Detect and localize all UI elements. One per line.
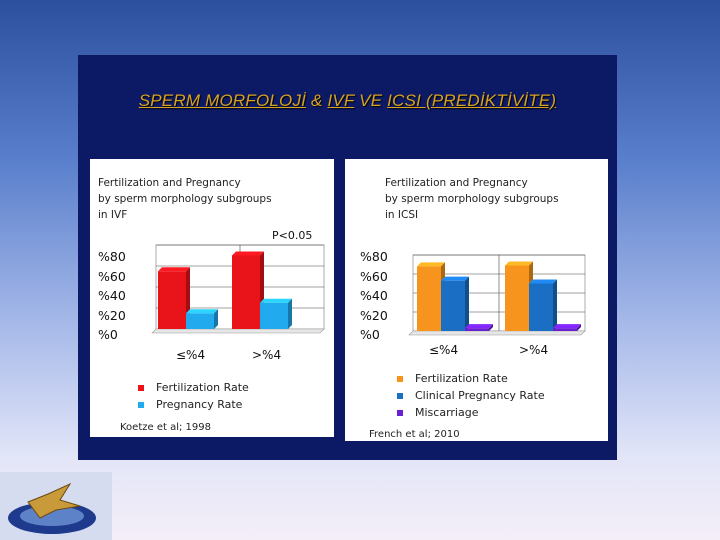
ivf-legend-item: Pregnancy Rate	[138, 396, 249, 413]
ivf-y-tick: %20	[98, 307, 126, 323]
icsi-source: French et al; 2010	[369, 429, 460, 440]
bar-top	[417, 262, 445, 267]
title-part-amp: &	[306, 91, 328, 110]
ivf-chart-card: Fertilization and Pregnancy by sperm mor…	[90, 159, 334, 437]
icsi-legend-item: Clinical Pregnancy Rate	[397, 387, 545, 404]
title-part-morfoloji: SPERM MORFOLOJİ	[138, 91, 307, 110]
slide-title: SPERM MORFOLOJİ & IVF VE ICSI (PREDİKTİV…	[78, 91, 617, 111]
icsi-legend-swatch-fert	[397, 375, 403, 382]
bar-top	[186, 309, 218, 314]
icsi-x-label-low: ≤%4	[429, 343, 459, 357]
title-part-icsi: ICSI (PREDİKTİVİTE)	[387, 91, 557, 110]
bar-front	[260, 302, 288, 329]
bar-side	[465, 276, 469, 331]
logo-bird	[27, 482, 81, 519]
bar-side	[577, 324, 581, 331]
icsi-y-axis-labels: %80 %60 %40 %20 %0	[360, 247, 388, 345]
bar-top	[465, 324, 493, 329]
plot-floor	[151, 328, 325, 334]
title-part-ve: VE	[354, 91, 388, 110]
ivf-x-label-high: >%4	[252, 348, 282, 362]
ivf-chart-title: Fertilization and Pregnancy by sperm mor…	[98, 177, 272, 221]
ivf-legend-label: Fertilization Rate	[156, 381, 249, 394]
ivf-plot	[151, 244, 325, 334]
ivf-p-value: P<0.05	[272, 229, 313, 242]
ivf-legend-label: Pregnancy Rate	[156, 398, 243, 411]
logo-emblem	[0, 472, 112, 540]
icsi-y-tick: %40	[360, 288, 388, 303]
icsi-legend-label: Clinical Pregnancy Rate	[415, 389, 545, 402]
ivf-y-axis-labels: %80 %60 %40 %20 %0	[98, 247, 126, 345]
ivf-legend-item: Fertilization Rate	[138, 379, 249, 396]
plot-floor	[408, 330, 586, 336]
icsi-y-tick: %60	[360, 268, 388, 284]
ivf-legend-swatch-fert	[138, 384, 144, 391]
title-part-ivf: IVF	[327, 91, 355, 110]
bar-top	[529, 279, 557, 284]
slide-panel: SPERM MORFOLOJİ & IVF VE ICSI (PREDİKTİV…	[78, 55, 617, 460]
bar-front	[465, 328, 489, 331]
icsi-legend: Fertilization Rate Clinical Pregnancy Ra…	[397, 370, 545, 421]
icsi-y-tick: %0	[360, 327, 380, 342]
bar-side	[489, 324, 493, 331]
icsi-y-tick: %80	[360, 249, 388, 264]
ivf-y-tick: %60	[98, 268, 126, 284]
ivf-y-tick: %40	[98, 288, 126, 303]
bar-side	[553, 279, 557, 331]
ivf-x-label-low: ≤%4	[176, 348, 206, 362]
bar-front	[441, 280, 465, 331]
icsi-chart-card: Fertilization and Pregnancy by sperm mor…	[345, 159, 608, 441]
bar-side	[214, 309, 218, 329]
icsi-plot	[408, 254, 586, 336]
icsi-legend-swatch-preg	[397, 392, 403, 399]
icsi-chart-title: Fertilization and Pregnancy by sperm mor…	[385, 177, 559, 221]
icsi-legend-item: Miscarriage	[397, 404, 545, 421]
ivf-source: Koetze et al; 1998	[120, 422, 211, 433]
bar-top	[505, 261, 533, 266]
icsi-legend-label: Miscarriage	[415, 406, 479, 419]
bar-front	[553, 328, 577, 331]
bar-top	[441, 276, 469, 281]
bar-top	[260, 298, 292, 303]
icsi-legend-swatch-misc	[397, 409, 403, 416]
bar-top	[232, 251, 264, 256]
icsi-legend-item: Fertilization Rate	[397, 370, 545, 387]
bar-top	[553, 324, 581, 329]
bar-front	[232, 255, 260, 329]
bar-front	[505, 265, 529, 331]
bar-front	[529, 283, 553, 331]
icsi-y-tick: %20	[360, 307, 388, 323]
ivf-y-tick: %80	[98, 249, 126, 264]
ivf-legend-swatch-preg	[138, 401, 144, 408]
icsi-x-label-high: >%4	[519, 343, 549, 357]
ivf-y-tick: %0	[98, 327, 118, 342]
bar-front	[158, 271, 186, 329]
ivf-legend: Fertilization Rate Pregnancy Rate	[138, 379, 249, 413]
bar-top	[158, 267, 190, 272]
bar-front	[186, 313, 214, 329]
bar-front	[417, 266, 441, 331]
bar-side	[288, 298, 292, 329]
icsi-legend-label: Fertilization Rate	[415, 372, 508, 385]
